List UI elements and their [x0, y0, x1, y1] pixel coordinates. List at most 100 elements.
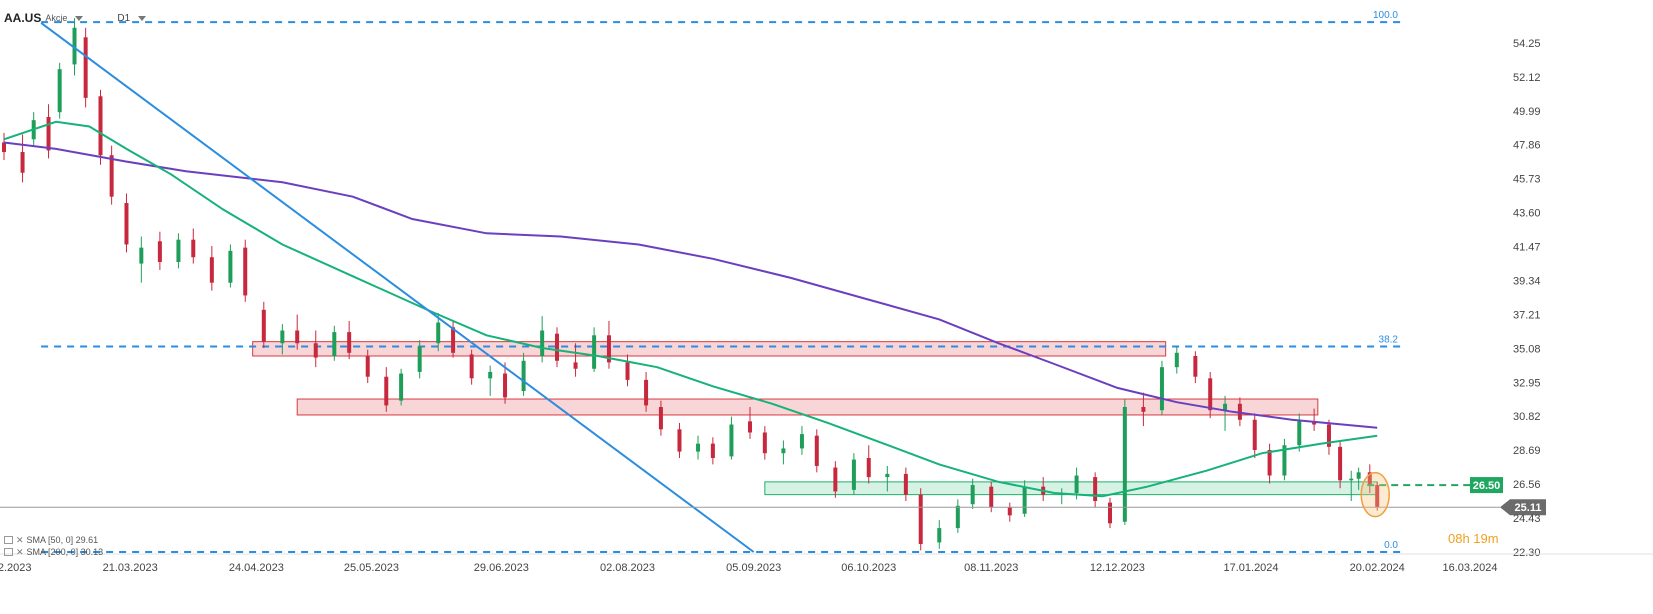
candle-body[interactable] [124, 203, 129, 245]
candle-body[interactable] [1193, 356, 1198, 377]
candle-body[interactable] [1267, 450, 1272, 476]
candle-body[interactable] [814, 435, 819, 466]
candle-body[interactable] [261, 309, 266, 342]
candle-body[interactable] [592, 335, 597, 369]
candle-body[interactable] [521, 360, 526, 392]
candle-body[interactable] [83, 37, 88, 98]
candle-body[interactable] [1237, 403, 1242, 420]
candle-body[interactable] [833, 467, 838, 492]
candle-body[interactable] [1312, 421, 1317, 425]
candle-body[interactable] [1141, 406, 1146, 412]
candle-body[interactable] [1356, 472, 1361, 479]
candle-body[interactable] [1282, 445, 1287, 476]
timeframe-dropdown-icon[interactable] [138, 15, 147, 21]
candle-body[interactable] [866, 457, 871, 478]
candle-body[interactable] [332, 332, 337, 357]
candle-body[interactable] [1349, 478, 1354, 481]
candle-body[interactable] [710, 443, 715, 458]
candle-body[interactable] [384, 376, 389, 406]
candle-body[interactable] [970, 485, 975, 505]
settings-icon[interactable] [4, 536, 13, 544]
candle-body[interactable] [98, 96, 103, 156]
candle-body[interactable] [295, 330, 300, 344]
candle-body[interactable] [1007, 507, 1012, 516]
candle-body[interactable] [903, 473, 908, 495]
candle-body[interactable] [503, 373, 508, 398]
candle-body[interactable] [1338, 446, 1343, 481]
x-axis[interactable]: 15.02.2023 21.03.2023 24.04.2023 25.05.2023… [0, 553, 1653, 574]
candle-body[interactable] [243, 247, 248, 296]
candle-body[interactable] [488, 371, 493, 379]
candle-body[interactable] [554, 333, 559, 361]
candle-body[interactable] [1297, 421, 1302, 446]
candle-body[interactable] [625, 362, 630, 380]
candle-body[interactable] [540, 330, 545, 357]
candle-body[interactable] [762, 432, 767, 454]
candle-body[interactable] [436, 322, 441, 344]
candle-body[interactable] [313, 343, 318, 358]
candle-body[interactable] [1159, 367, 1164, 411]
candle-body[interactable] [1208, 378, 1213, 411]
candle-body[interactable] [191, 239, 196, 258]
candle-body[interactable] [399, 373, 404, 401]
candle-body[interactable] [72, 27, 77, 65]
candle-body[interactable] [365, 356, 370, 377]
candle-body[interactable] [2, 142, 6, 153]
close-icon[interactable]: ✕ [16, 547, 24, 557]
support-zone[interactable] [764, 481, 1378, 496]
candle-body[interactable] [139, 247, 144, 264]
candle-body[interactable] [1367, 472, 1372, 486]
candle-body[interactable] [644, 379, 649, 406]
candle-body[interactable] [937, 528, 942, 543]
candle-body[interactable] [1122, 406, 1127, 522]
candle-body[interactable] [885, 473, 890, 478]
candle-body[interactable] [176, 239, 181, 262]
settings-icon[interactable] [4, 548, 13, 556]
candle-body[interactable] [729, 424, 734, 457]
candle-body[interactable] [1326, 424, 1331, 447]
candle-body[interactable] [677, 429, 682, 452]
timeframe-label[interactable]: D1 [117, 12, 131, 24]
candle-body[interactable] [747, 421, 752, 433]
candle-body[interactable] [851, 459, 856, 490]
candle-body[interactable] [157, 241, 162, 262]
symbol-dropdown-icon[interactable] [75, 15, 84, 21]
candle-body[interactable] [469, 354, 474, 379]
candle-body[interactable] [955, 505, 960, 529]
symbol-name[interactable]: AA.US [4, 11, 42, 25]
candle-body[interactable] [209, 257, 214, 283]
candle-body[interactable] [918, 494, 923, 545]
candle-body[interactable] [417, 346, 422, 372]
close-icon[interactable]: ✕ [16, 535, 24, 545]
candle-body[interactable] [1252, 419, 1257, 451]
candle-body[interactable] [1093, 477, 1098, 502]
sma200-line[interactable] [3, 141, 1378, 429]
candle-body[interactable] [57, 69, 62, 113]
resistance-zone[interactable] [252, 341, 1167, 357]
resistance-zone[interactable] [296, 398, 1319, 416]
candle-body[interactable] [606, 335, 611, 363]
candle-body[interactable] [573, 362, 578, 369]
y-axis[interactable]: 54.25 52.12 49.99 47.86 45.73 43.60 41.47 39.34… [1513, 38, 1541, 559]
candle-body[interactable] [696, 443, 701, 452]
candle-body[interactable] [658, 406, 663, 430]
candle-body[interactable] [1074, 475, 1079, 494]
candle-body[interactable] [989, 486, 994, 508]
candle-body[interactable] [1223, 403, 1228, 411]
candle-body[interactable] [781, 448, 786, 454]
candle-body[interactable] [1022, 486, 1027, 514]
legend-sma50[interactable]: ✕ SMA [50, 0] 29.61 [4, 534, 103, 546]
trendline[interactable] [40, 22, 755, 553]
candle-body[interactable] [451, 327, 456, 353]
candle-body[interactable] [1107, 502, 1112, 524]
candle-body[interactable] [347, 332, 352, 353]
candle-body[interactable] [46, 116, 51, 151]
candle-body[interactable] [1375, 485, 1380, 508]
level-tag-2650[interactable] [1470, 477, 1503, 494]
legend-sma200[interactable]: ✕ SMA [200, 0] 30.13 [4, 546, 103, 558]
candle-body[interactable] [228, 250, 233, 283]
sma50-line[interactable] [3, 120, 1378, 498]
candle-body[interactable] [20, 152, 25, 173]
candle-body[interactable] [1174, 352, 1179, 368]
